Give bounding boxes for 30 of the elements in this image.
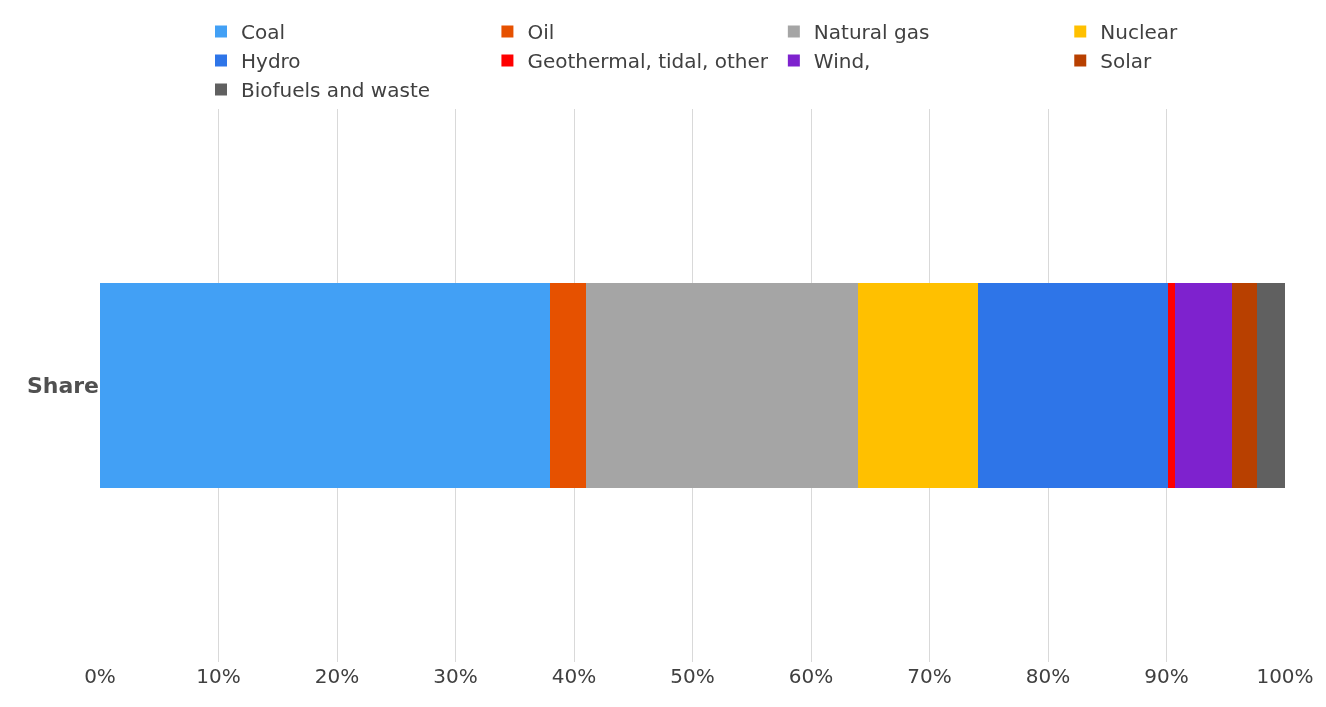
bar <box>978 283 1168 488</box>
x-tick-label: 90% <box>1144 664 1189 688</box>
legend-label: Hydro <box>241 49 301 74</box>
bar <box>858 283 979 488</box>
bar <box>550 283 586 488</box>
legend-label: Oil <box>527 20 555 45</box>
bar <box>1256 283 1285 488</box>
y-tick-label: Share <box>26 373 99 399</box>
x-tick-label: 70% <box>907 664 952 688</box>
x-tick-label: 10% <box>196 664 241 688</box>
bar <box>100 283 551 488</box>
x-tick-label: 40% <box>551 664 597 688</box>
x-tick-label: 100% <box>1256 664 1314 688</box>
x-tick-label: 60% <box>788 664 834 688</box>
x-tick-label: 0% <box>84 664 116 688</box>
bar <box>1167 283 1175 488</box>
bar <box>1231 283 1257 488</box>
x-tick-label: 50% <box>670 664 715 688</box>
legend-label: Coal <box>241 20 286 45</box>
legend-label: Wind, <box>813 49 871 74</box>
x-tick-label: 80% <box>1025 664 1071 688</box>
legend-label: Biofuels and waste <box>241 78 431 103</box>
legend-label: Nuclear <box>1100 20 1179 45</box>
bar <box>1174 283 1232 488</box>
legend-label: Geothermal, tidal, other <box>527 49 769 74</box>
x-tick-label: 30% <box>433 664 478 688</box>
x-tick-label: 20% <box>314 664 360 688</box>
legend-label: Solar <box>1100 49 1153 74</box>
legend-label: Natural gas <box>813 20 930 45</box>
bar <box>585 283 859 488</box>
